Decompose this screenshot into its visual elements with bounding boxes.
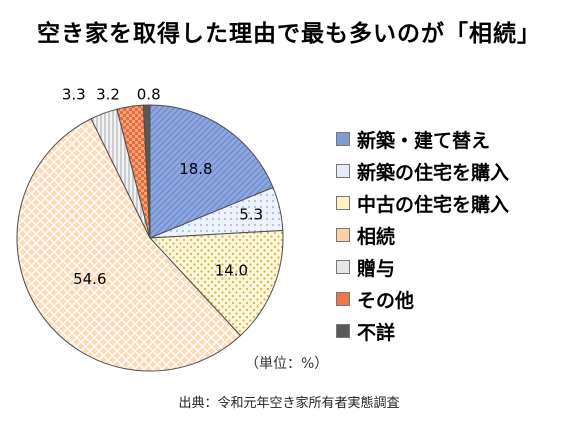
legend-label: 不詳 [357,321,396,344]
legend-swatch [336,196,350,210]
pie-data-labels: 18.8 5.3 14.0 54.6 3.3 3.2 0.8 [62,86,263,289]
legend-label: その他 [357,289,415,312]
legend-item: 新築の住宅を購入 [336,155,576,187]
legend-item: 新築・建て替え [336,123,576,155]
legend-swatch [336,292,350,306]
pie-slices [16,104,284,372]
legend-item: 相続 [336,219,576,251]
legend-item: 中古の住宅を購入 [336,187,576,219]
pie-slice [149,104,274,239]
pie-data-label: 18.8 [179,160,212,178]
legend-swatch [336,324,350,338]
legend-label: 新築・建て替え [357,129,491,152]
legend-swatch [336,260,350,274]
pie-slice [148,229,284,337]
legend-item: 贈与 [336,251,576,283]
source-note: 出典：令和元年空き家所有者実態調査 [178,396,400,411]
legend-label: 贈与 [357,257,396,280]
pie-data-label: 3.3 [62,86,86,104]
pie-data-label: 3.2 [96,86,120,104]
legend: 新築・建て替え 新築の住宅を購入 中古の住宅を購入 相続贈与その他不詳 [336,123,576,347]
chart-title: 空き家を取得した理由で最も多いのが「相続」 [37,21,541,47]
legend-label: 中古の住宅を購入 [357,193,510,216]
pie-data-label: 54.6 [73,270,106,288]
pie-data-label: 0.8 [137,86,161,104]
pie-data-label: 5.3 [239,206,263,224]
legend-item: その他 [336,283,576,315]
legend-label: 相続 [357,225,396,248]
legend-swatch [336,228,350,242]
legend-item: 不詳 [336,315,576,347]
legend-swatch [336,132,350,146]
pie-slice [16,118,242,372]
legend-swatch [336,164,350,178]
legend-label: 新築の住宅を購入 [357,161,510,184]
unit-note: （単位：%） [245,356,329,372]
pie-data-label: 14.0 [215,261,248,279]
pie-slice [142,104,151,239]
